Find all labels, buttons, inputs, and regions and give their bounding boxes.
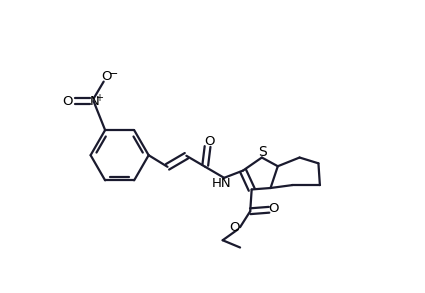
Text: O: O: [204, 135, 214, 148]
Text: O: O: [101, 70, 112, 84]
Text: O: O: [62, 95, 73, 108]
Text: O: O: [230, 221, 240, 234]
Text: O: O: [269, 202, 279, 215]
Text: HN: HN: [212, 177, 232, 190]
Text: S: S: [258, 145, 267, 159]
Text: −: −: [109, 69, 118, 79]
Text: +: +: [95, 93, 103, 103]
Text: N: N: [90, 95, 100, 108]
